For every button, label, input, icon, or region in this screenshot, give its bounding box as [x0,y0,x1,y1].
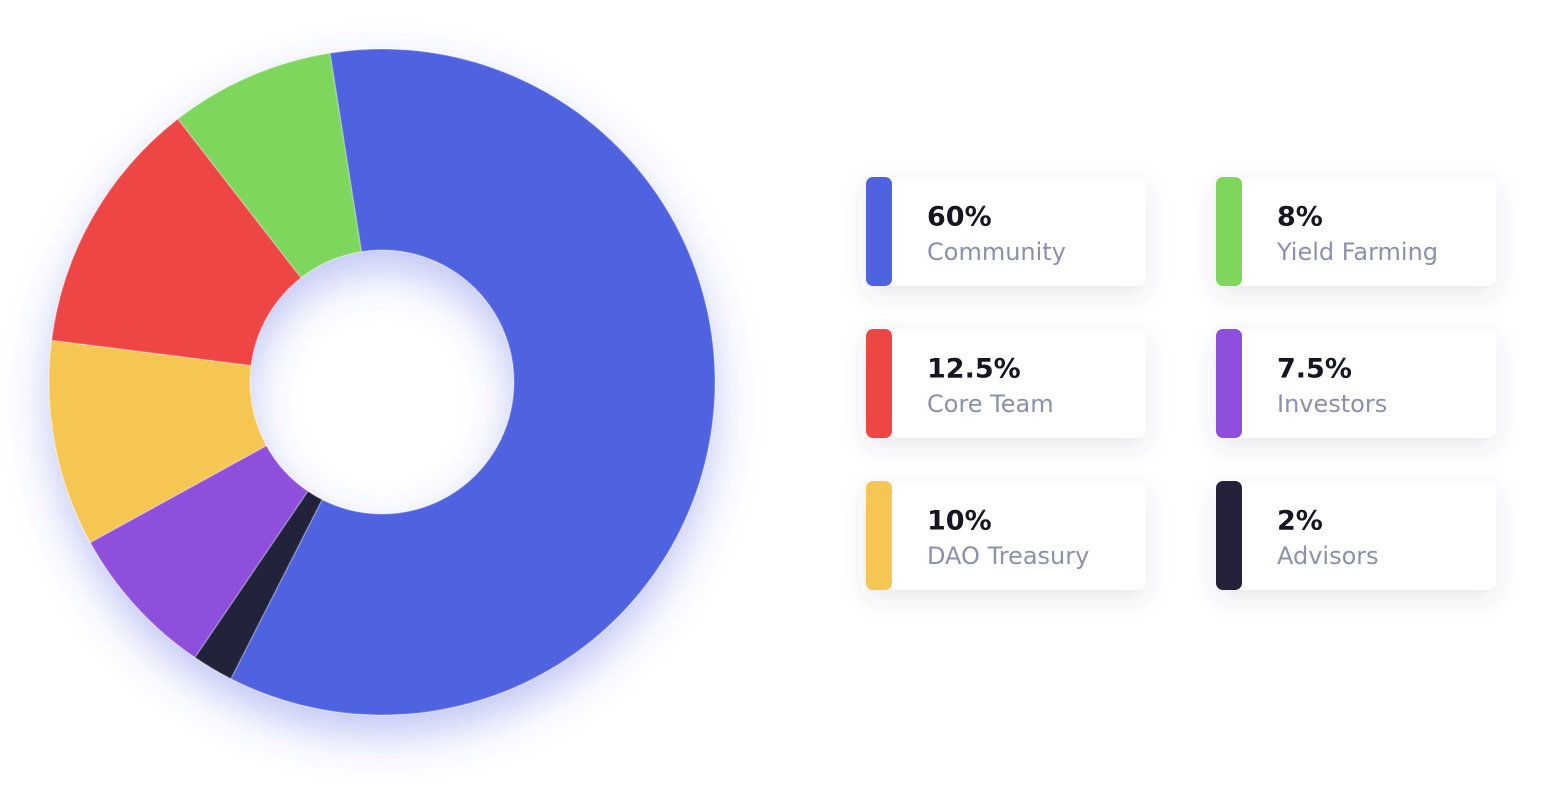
legend-value: 7.5% [1277,354,1352,385]
card-bg [1216,177,1496,286]
legend-label: Advisors [1277,542,1379,570]
donut [48,48,716,716]
slice [176,52,363,279]
card-bg [1216,329,1496,438]
legend-swatch [866,177,892,286]
legend-label: Core Team [927,390,1054,418]
legend-card: 12.5% Core Team [866,329,1146,438]
legend-swatch [1216,177,1242,286]
legend-value: 10% [927,506,992,537]
legend-swatch [866,481,892,590]
slice [50,117,303,367]
legend-label: DAO Treasury [927,542,1089,570]
legend-label: Community [927,238,1066,266]
legend-card: 2% Advisors [1216,481,1496,590]
legend-swatch [1216,481,1242,590]
card-bg [1216,481,1496,590]
legend-swatch [866,329,892,438]
legend-card: 8% Yield Farming [1216,177,1496,286]
legend-card: 10% DAO Treasury [866,481,1146,590]
legend-value: 2% [1277,506,1323,537]
legend-value: 12.5% [927,354,1021,385]
slice [229,48,716,716]
card-bg [866,177,1146,286]
legend-value: 60% [927,202,992,233]
card-bg [866,481,1146,590]
legend-value: 8% [1277,202,1323,233]
card-bg [866,329,1146,438]
legend-card: 7.5% Investors [1216,329,1496,438]
legend-label: Yield Farming [1276,238,1438,266]
legend-swatch [1216,329,1242,438]
legend: 60% Community 2% Advisors 7.5% Investors 10% DA… [866,177,1496,590]
slice [48,339,268,544]
legend-label: Investors [1277,390,1387,418]
legend-card: 60% Community [866,177,1146,286]
